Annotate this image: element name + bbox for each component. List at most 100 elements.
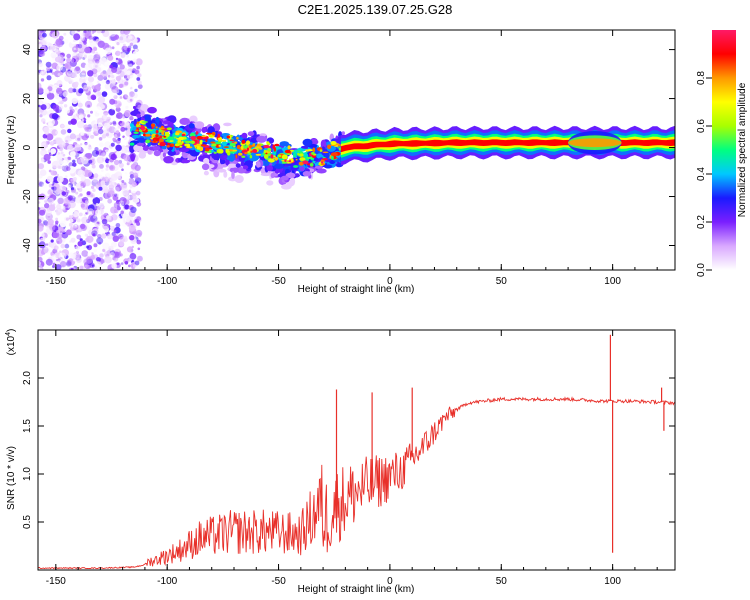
noise-point (124, 74, 131, 81)
signal-core (225, 149, 230, 153)
noise-point (59, 144, 63, 148)
noise-point (46, 75, 52, 81)
colorbar-tick-label: 0.0 (696, 263, 707, 277)
noise-point (58, 252, 67, 260)
signal-core (293, 165, 299, 168)
noise-point (38, 163, 45, 170)
signal-core (155, 126, 158, 129)
noise-point (44, 199, 48, 203)
noise-point (39, 114, 43, 118)
noise-point (68, 200, 76, 209)
noise-point (51, 254, 57, 260)
noise-point (111, 241, 117, 248)
noise-point (112, 120, 117, 125)
signal-core (169, 136, 174, 141)
noise-point (56, 64, 63, 71)
noise-point (123, 30, 130, 35)
noise-point (48, 204, 56, 212)
noise-point (61, 205, 66, 210)
noise-point (113, 159, 120, 166)
noise-point (91, 164, 96, 169)
signal-point (188, 123, 195, 129)
noise-point (111, 46, 115, 50)
noise-point (95, 223, 99, 227)
noise-point (98, 186, 103, 191)
noise-point (56, 240, 60, 244)
snr-ylabel: SNR (10 * v/v) (6, 446, 17, 510)
noise-point (51, 183, 54, 186)
signal-core (237, 152, 243, 156)
noise-point (73, 144, 82, 152)
noise-point (72, 246, 80, 254)
noise-point (127, 184, 131, 188)
noise-point (96, 266, 102, 270)
noise-point (114, 186, 120, 192)
noise-point (78, 114, 84, 120)
signal-core (163, 128, 167, 131)
noise-point (120, 126, 126, 132)
noise-point (55, 207, 63, 215)
noise-point (88, 229, 94, 236)
noise-point (79, 72, 86, 79)
noise-point (73, 33, 81, 41)
noise-point (136, 77, 141, 81)
noise-point (69, 140, 72, 144)
noise-point (136, 170, 140, 174)
noise-point (88, 39, 94, 44)
noise-point (42, 32, 47, 38)
signal-point (201, 163, 210, 171)
signal-core (158, 127, 165, 130)
noise-point (41, 142, 47, 148)
noise-point (74, 107, 78, 111)
noise-point (47, 221, 54, 228)
noise-point (85, 169, 93, 178)
noise-point (137, 232, 142, 238)
signal-core (200, 144, 207, 147)
noise-point (72, 159, 76, 163)
colorbar-tick-label: 0.6 (696, 119, 707, 133)
signal-point (235, 163, 241, 168)
noise-point (93, 63, 99, 69)
signal-core (241, 155, 246, 158)
noise-point (86, 152, 92, 159)
ytick-label: 0 (22, 144, 33, 150)
noise-point (123, 136, 127, 140)
xtick-label: -100 (157, 576, 177, 587)
noise-point (56, 87, 63, 95)
noise-point (109, 249, 116, 256)
noise-point (128, 224, 136, 232)
noise-point (70, 118, 77, 125)
noise-point (51, 71, 55, 75)
noise-point (108, 181, 116, 190)
noise-point (96, 156, 104, 164)
noise-point (124, 261, 129, 265)
noise-point (135, 229, 143, 237)
colorbar-tick-label: 0.8 (696, 71, 707, 85)
signal-point (299, 166, 305, 172)
noise-point (112, 256, 116, 261)
noise-point (120, 192, 125, 197)
noise-point (62, 153, 66, 157)
noise-point (113, 94, 118, 100)
noise-point (46, 66, 51, 72)
signal-core (199, 139, 203, 145)
snr-content (38, 334, 675, 570)
noise-point (129, 42, 134, 47)
signal-point (136, 113, 142, 119)
noise-point (93, 215, 96, 219)
noise-point (115, 184, 122, 192)
noise-point (113, 251, 121, 259)
noise-point (105, 118, 110, 123)
noise-point (77, 241, 83, 247)
noise-point (111, 214, 118, 221)
signal-core (312, 147, 316, 153)
signal-core (274, 156, 279, 161)
noise-point (123, 94, 129, 100)
signal-core (199, 146, 204, 152)
signal-core (210, 141, 216, 144)
noise-point (136, 216, 142, 222)
spectrogram-content (38, 30, 675, 270)
noise-point (60, 166, 65, 170)
signal-core (330, 141, 337, 145)
